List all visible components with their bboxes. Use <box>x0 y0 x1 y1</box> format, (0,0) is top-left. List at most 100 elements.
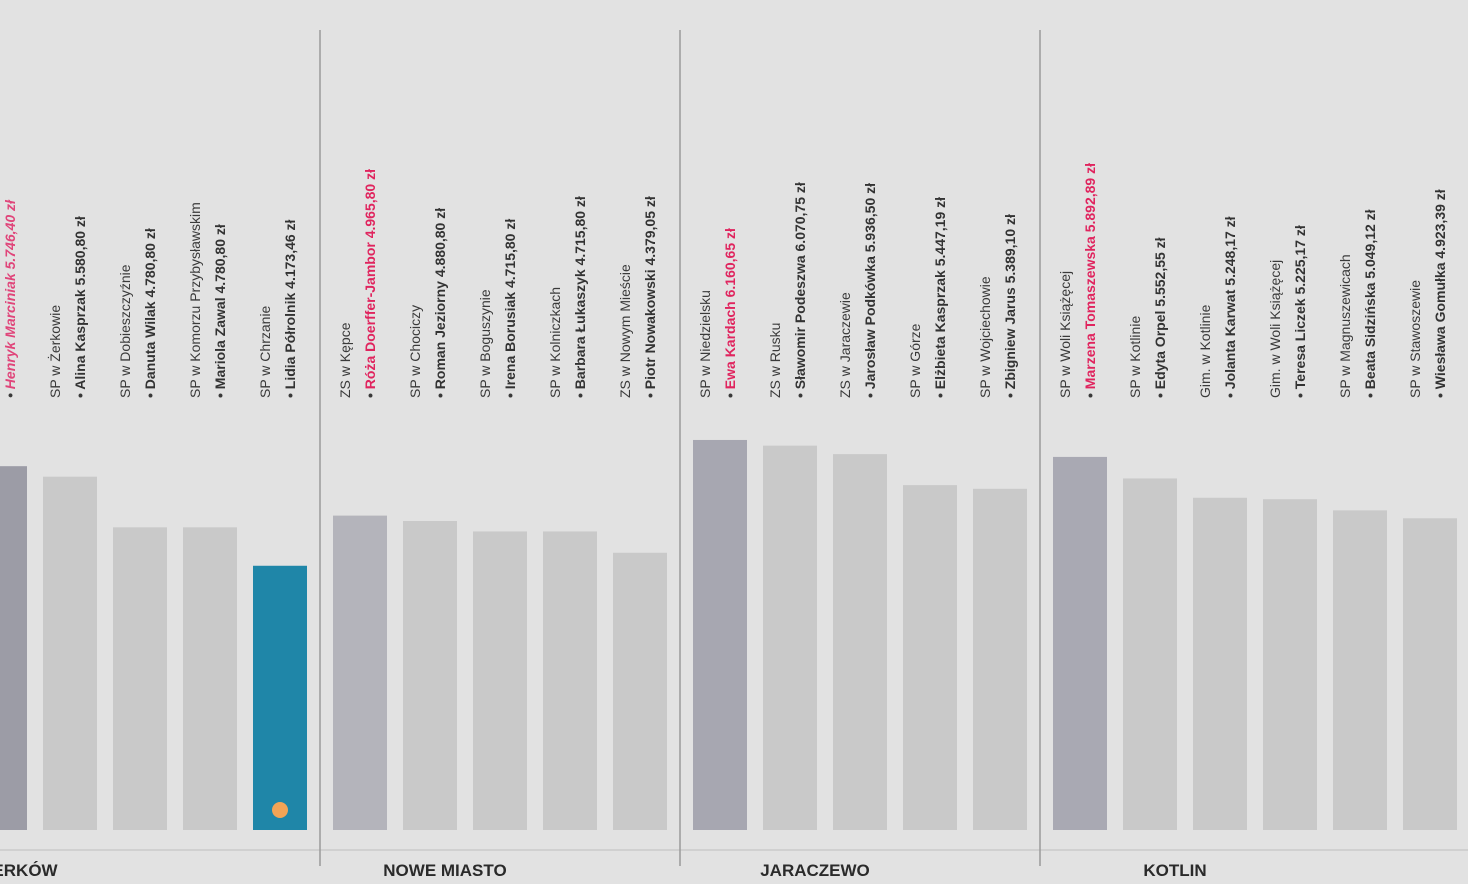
person-label: • Ewa Kardach 6.160,65 zł <box>722 228 738 398</box>
bar <box>1123 478 1177 830</box>
bullet: • <box>282 389 298 398</box>
bar <box>973 488 1027 830</box>
bar <box>613 552 667 830</box>
school-label: SP w Niedzielsku <box>697 290 713 398</box>
value-label: 4.715,80 zł <box>572 196 588 265</box>
school-label: SP w Górze <box>907 323 923 398</box>
value-label: 4.880,80 zł <box>432 208 448 277</box>
person-label: • Marzena Tomaszewska 5.892,89 zł <box>1082 163 1098 398</box>
bullet: • <box>142 389 158 398</box>
bullet: • <box>1362 389 1378 398</box>
marker-dot <box>272 802 288 818</box>
person-label: • Wiesława Gomułka 4.923,39 zł <box>1432 189 1448 398</box>
bar <box>113 527 167 830</box>
person-label: • Zbigniew Jarus 5.389,10 zł <box>1002 214 1018 398</box>
person-name: Beata Sidzińska <box>1362 282 1378 389</box>
bullet: • <box>1002 389 1018 398</box>
person-label: • Mariola Zawal 4.780,80 zł <box>212 224 228 398</box>
school-label: SP w Boguszynie <box>477 289 493 398</box>
school-label: SP w Kolniczkach <box>547 287 563 398</box>
person-name: Irena Borusiak <box>502 292 518 389</box>
bullet: • <box>1152 389 1168 398</box>
person-name: Wiesława Gomułka <box>1432 262 1448 389</box>
person-name: Lidia Półrolnik <box>282 293 298 390</box>
school-label: SP w Chociczy <box>407 305 423 398</box>
bullet: • <box>792 389 808 398</box>
group-label: KOTLIN <box>1143 861 1206 880</box>
person-label: • Lidia Półrolnik 4.173,46 zł <box>282 219 298 398</box>
person-label: • Teresa Liczek 5.225,17 zł <box>1292 225 1308 398</box>
bullet: • <box>1432 389 1448 398</box>
bar <box>253 565 307 830</box>
value-label: 5.447,19 zł <box>932 197 948 266</box>
school-label: SP w Dobieszczyźnie <box>117 264 133 398</box>
bar <box>473 531 527 830</box>
bullet: • <box>502 389 518 398</box>
bar <box>1403 518 1457 830</box>
person-name: Ewa Kardach <box>722 301 738 389</box>
bar <box>333 515 387 830</box>
person-label: • Irena Borusiak 4.715,80 zł <box>502 219 518 398</box>
person-name: Alina Kasprzak <box>72 289 88 390</box>
person-name: Danuta Wilak <box>142 301 158 389</box>
value-label: 5.552,55 zł <box>1152 237 1168 306</box>
bullet: • <box>722 389 738 398</box>
group-label: NOWE MIASTO <box>383 861 506 880</box>
bar <box>1193 497 1247 830</box>
school-label: SP w Woli Książęcej <box>1057 271 1073 398</box>
value-label: 4.780,80 zł <box>212 224 228 293</box>
person-label: • Edyta Orpel 5.552,55 zł <box>1152 237 1168 398</box>
person-name: Marzena Tomaszewska <box>1082 236 1098 389</box>
person-label: • Henryk Marciniak 5.746,40 zł <box>2 199 18 398</box>
school-label: SP w Wojciechowie <box>977 276 993 398</box>
person-name: Sławomir Podeszwa <box>792 255 808 389</box>
person-label: • Danuta Wilak 4.780,80 zł <box>142 228 158 398</box>
value-label: 5.892,89 zł <box>1082 163 1098 232</box>
person-name: Elżbieta Kasprzak <box>932 270 948 389</box>
person-name: Roman Jeziorny <box>432 281 448 389</box>
value-label: 5.225,17 zł <box>1292 225 1308 294</box>
school-label: SP w Stawoszewie <box>1407 280 1423 398</box>
school-label: SP w Kotlinie <box>1127 316 1143 398</box>
value-label: 4.780,80 zł <box>142 228 158 297</box>
value-label: 4.923,39 zł <box>1432 189 1448 258</box>
value-label: 6.070,75 zł <box>792 182 808 251</box>
value-label: 5.580,80 zł <box>72 216 88 285</box>
person-name: Zbigniew Jarus <box>1002 287 1018 389</box>
school-label: ZS w Rusku <box>767 323 783 398</box>
school-label: ZS w Nowym Mieście <box>617 264 633 398</box>
person-label: • Jarosław Podkówka 5.936,50 zł <box>862 183 878 398</box>
bar <box>693 439 747 830</box>
person-name: Barbara Łukaszyk <box>572 269 588 389</box>
person-name: Mariola Zawal <box>212 297 228 389</box>
bullet: • <box>572 389 588 398</box>
school-label: SP w Magnuszewicach <box>1337 254 1353 398</box>
person-name: Henryk Marciniak <box>2 272 18 389</box>
bullet: • <box>932 389 948 398</box>
person-name: Teresa Liczek <box>1292 298 1308 389</box>
bullet: • <box>362 389 378 398</box>
person-name: Róża Doerffer-Jambor <box>362 242 378 390</box>
value-label: 4.379,05 zł <box>642 196 658 265</box>
school-label: Gim. w Kotlinie <box>1197 304 1213 398</box>
bar <box>43 476 97 830</box>
bar <box>543 531 597 830</box>
bullet: • <box>642 389 658 398</box>
person-label: • Elżbieta Kasprzak 5.447,19 zł <box>932 197 948 398</box>
bar <box>1263 499 1317 830</box>
bullet: • <box>1222 389 1238 398</box>
school-label: ZS w Kępce <box>337 322 353 398</box>
person-name: Piotr Nowakowski <box>642 269 658 389</box>
bullet: • <box>432 389 448 398</box>
bar <box>403 520 457 830</box>
school-label: SP w Komorzu Przybysławskim <box>187 202 203 398</box>
bar <box>903 485 957 830</box>
school-label: SP w Żerkowie <box>46 305 63 398</box>
bullet: • <box>72 390 88 398</box>
school-label: Gim. w Woli Książęcej <box>1267 260 1283 398</box>
bullet: • <box>212 389 228 398</box>
value-label: 5.049,12 zł <box>1362 209 1378 278</box>
person-name: Jarosław Podkówka <box>862 256 878 389</box>
bar <box>763 445 817 830</box>
